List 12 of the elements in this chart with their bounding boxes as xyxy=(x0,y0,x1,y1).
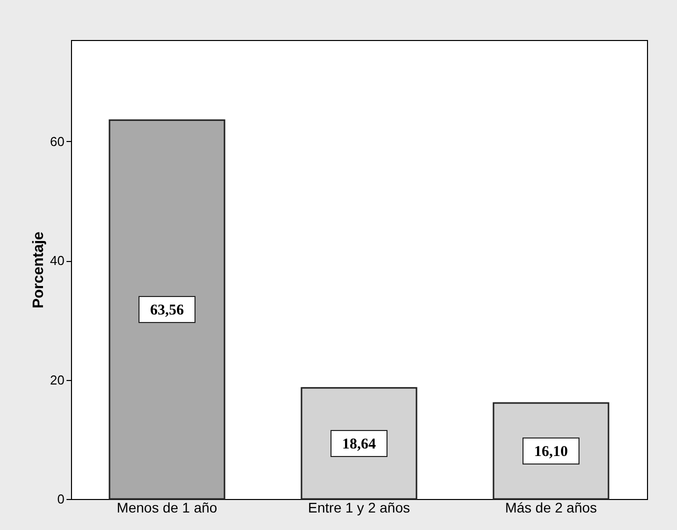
x-tick-label: Más de 2 años xyxy=(505,500,597,516)
y-axis-title: Porcentaje xyxy=(30,232,48,308)
y-tick-label: 60 xyxy=(50,134,64,149)
data-label: 16,10 xyxy=(534,444,568,460)
bar xyxy=(108,119,226,500)
y-tick-label: 40 xyxy=(50,253,64,268)
x-tick-label: Menos de 1 año xyxy=(116,500,218,516)
y-tick-label: 20 xyxy=(50,372,64,388)
data-label: 63,56 xyxy=(150,302,184,319)
x-tick-label: Entre 1 y 2 años xyxy=(308,500,410,516)
data-label: 18,64 xyxy=(342,436,376,452)
y-tick-label: 0 xyxy=(57,492,64,506)
